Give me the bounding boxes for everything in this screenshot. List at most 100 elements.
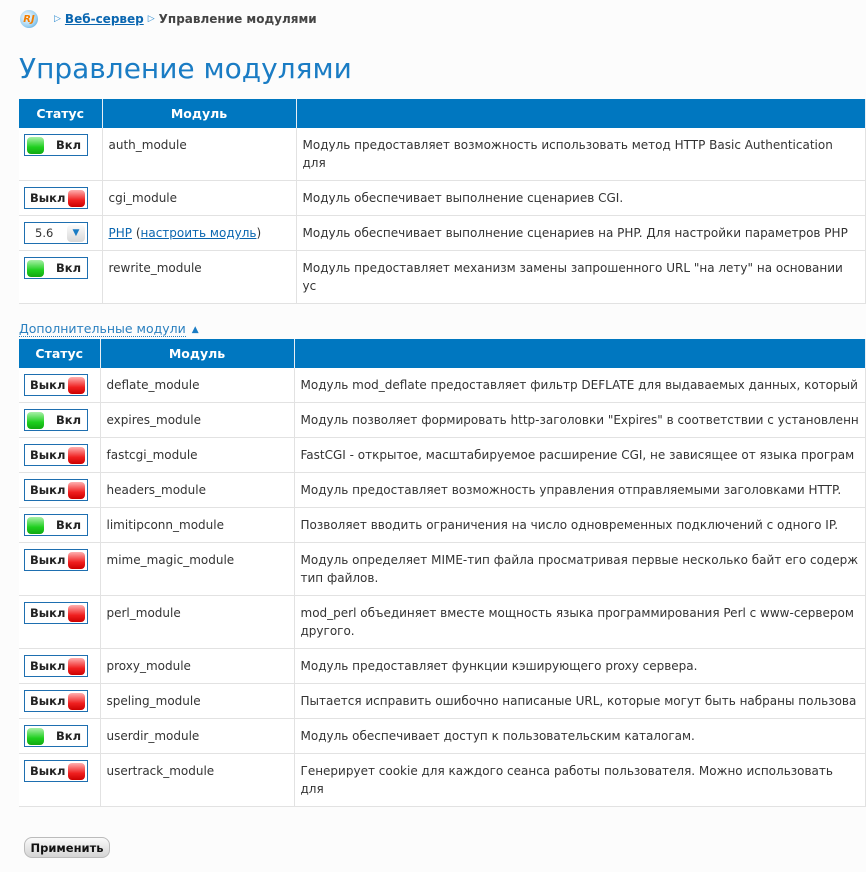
status-toggle-label: Выкл xyxy=(30,694,66,708)
module-description: mod_perl объединяет вместе мощность язык… xyxy=(294,595,866,649)
description-text: Модуль предоставляет функции кэширующего… xyxy=(300,659,698,673)
status-on-icon xyxy=(27,516,44,534)
status-cell: Вкл xyxy=(19,507,101,543)
column-header-status: Статус xyxy=(19,99,103,128)
description-text: Модуль предоставляет возможность использ… xyxy=(302,138,833,170)
status-toggle[interactable]: Вкл xyxy=(24,514,88,536)
status-cell: Выкл xyxy=(19,753,101,807)
status-off-icon xyxy=(68,551,85,569)
status-off-icon xyxy=(68,189,85,207)
status-on-icon xyxy=(27,411,44,429)
collapse-arrow-icon[interactable]: ▲ xyxy=(191,324,199,335)
status-toggle[interactable]: Выкл xyxy=(24,187,88,209)
table-row: Выкл deflate_module Модуль mod_deflate пре… xyxy=(19,368,866,403)
module-name: proxy_module xyxy=(106,659,191,673)
module-description: FastCGI - открытое, масштабируемое расши… xyxy=(294,437,866,473)
php-module-link[interactable]: PHP xyxy=(108,226,133,240)
module-name-cell: expires_module xyxy=(100,402,295,438)
extra-modules-table: Статус Модуль Выкл deflate_module Модуль m… xyxy=(19,339,866,807)
extra-modules-toggle[interactable]: Дополнительные модули xyxy=(19,321,186,337)
status-off-icon xyxy=(68,692,85,710)
status-toggle-label: Выкл xyxy=(30,553,66,567)
table-row: Выкл cgi_module Модуль обеспечивает выполн… xyxy=(19,180,866,216)
description-text: Генерирует cookie для каждого сеанса раб… xyxy=(300,764,833,796)
status-toggle[interactable]: Выкл xyxy=(24,444,88,466)
configure-module-link[interactable]: настроить модуль xyxy=(140,226,257,240)
module-name: userdir_module xyxy=(106,729,200,743)
module-name-cell: PHP (настроить модуль) xyxy=(102,215,297,251)
status-toggle[interactable]: Выкл xyxy=(24,760,88,782)
status-cell: Вкл xyxy=(19,402,101,438)
status-off-icon xyxy=(68,481,85,499)
description-text-line2: другого. xyxy=(300,624,355,638)
module-name: limitipconn_module xyxy=(106,518,224,532)
module-description: Модуль предоставляет функции кэширующего… xyxy=(294,648,866,684)
status-on-icon xyxy=(27,136,44,154)
status-toggle[interactable]: Выкл xyxy=(24,549,88,571)
module-name-cell: fastcgi_module xyxy=(100,437,295,473)
table-row: Вкл rewrite_module Модуль предоставляет ме… xyxy=(19,250,866,304)
description-text: Позволяет вводить ограничения на число о… xyxy=(300,518,839,532)
table-row: Выкл mime_magic_module Модуль определяет M… xyxy=(19,542,866,596)
status-toggle-label: Выкл xyxy=(30,191,66,205)
breadcrumb-link-web-server[interactable]: Веб-сервер xyxy=(64,12,144,26)
status-cell: Выкл xyxy=(19,472,101,508)
status-cell: Выкл xyxy=(19,648,101,684)
status-cell: Вкл xyxy=(19,250,103,304)
triangle-right-icon: ▷ xyxy=(147,14,155,24)
module-description: Генерирует cookie для каждого сеанса раб… xyxy=(294,753,866,807)
status-cell: Вкл xyxy=(19,718,101,754)
table-row: Выкл perl_module mod_perl объединяет вмест… xyxy=(19,595,866,649)
module-description: Модуль mod_deflate предоставляет фильтр … xyxy=(294,368,866,403)
breadcrumb: RJ ▷ Веб-сервер ▷ Управление модулями xyxy=(20,10,866,28)
module-name: usertrack_module xyxy=(106,764,215,778)
status-toggle-label: Вкл xyxy=(56,518,81,532)
module-name-cell: mime_magic_module xyxy=(100,542,295,596)
status-toggle[interactable]: Вкл xyxy=(24,257,88,279)
status-toggle[interactable]: Вкл xyxy=(24,134,88,156)
status-off-icon xyxy=(68,376,85,394)
version-select[interactable]: 5.6 ▼ xyxy=(24,222,88,244)
module-description: Модуль обеспечивает доступ к пользовател… xyxy=(294,718,866,754)
status-toggle[interactable]: Выкл xyxy=(24,374,88,396)
table-row: Вкл userdir_module Модуль обеспечивает дос… xyxy=(19,718,866,754)
apply-button[interactable]: Применить xyxy=(24,837,110,858)
description-text: Модуль определяет MIME-тип файла просмат… xyxy=(300,553,859,567)
status-toggle-label: Выкл xyxy=(30,764,66,778)
status-cell: Выкл xyxy=(19,180,103,216)
chevron-down-icon[interactable]: ▼ xyxy=(67,224,85,242)
app-logo-icon[interactable]: RJ xyxy=(20,10,38,28)
status-toggle[interactable]: Вкл xyxy=(24,725,88,747)
module-name: fastcgi_module xyxy=(106,448,198,462)
module-name: speling_module xyxy=(106,694,201,708)
module-name: rewrite_module xyxy=(108,261,202,275)
description-text: FastCGI - открытое, масштабируемое расши… xyxy=(300,448,855,462)
status-cell: Вкл xyxy=(19,128,103,181)
module-description: Модуль предоставляет возможность управле… xyxy=(294,472,866,508)
module-name: cgi_module xyxy=(108,191,178,205)
module-description: Модуль предоставляет механизм замены зап… xyxy=(296,250,866,304)
module-name-cell: proxy_module xyxy=(100,648,295,684)
status-toggle[interactable]: Выкл xyxy=(24,655,88,677)
description-text: Модуль предоставляет возможность управле… xyxy=(300,483,842,497)
module-name-cell: headers_module xyxy=(100,472,295,508)
module-name-cell: limitipconn_module xyxy=(100,507,295,543)
status-toggle[interactable]: Выкл xyxy=(24,479,88,501)
status-cell: Выкл xyxy=(19,683,101,719)
description-text: Модуль mod_deflate предоставляет фильтр … xyxy=(300,378,858,392)
module-description: Модуль определяет MIME-тип файла просмат… xyxy=(294,542,866,596)
status-toggle[interactable]: Выкл xyxy=(24,690,88,712)
table-row: Вкл limitipconn_module Позволяет вводить о… xyxy=(19,507,866,543)
status-off-icon xyxy=(68,657,85,675)
module-name: deflate_module xyxy=(106,378,200,392)
page-title: Управление модулями xyxy=(19,52,352,85)
extra-modules-bar: Дополнительные модули ▲ xyxy=(19,322,866,337)
module-name: auth_module xyxy=(108,138,187,152)
module-description: Пытается исправить ошибочно написаные UR… xyxy=(294,683,866,719)
status-toggle[interactable]: Выкл xyxy=(24,602,88,624)
table-row: Выкл usertrack_module Генерирует cookie дл… xyxy=(19,753,866,807)
status-toggle[interactable]: Вкл xyxy=(24,409,88,431)
status-off-icon xyxy=(68,446,85,464)
column-header-description xyxy=(296,99,866,128)
